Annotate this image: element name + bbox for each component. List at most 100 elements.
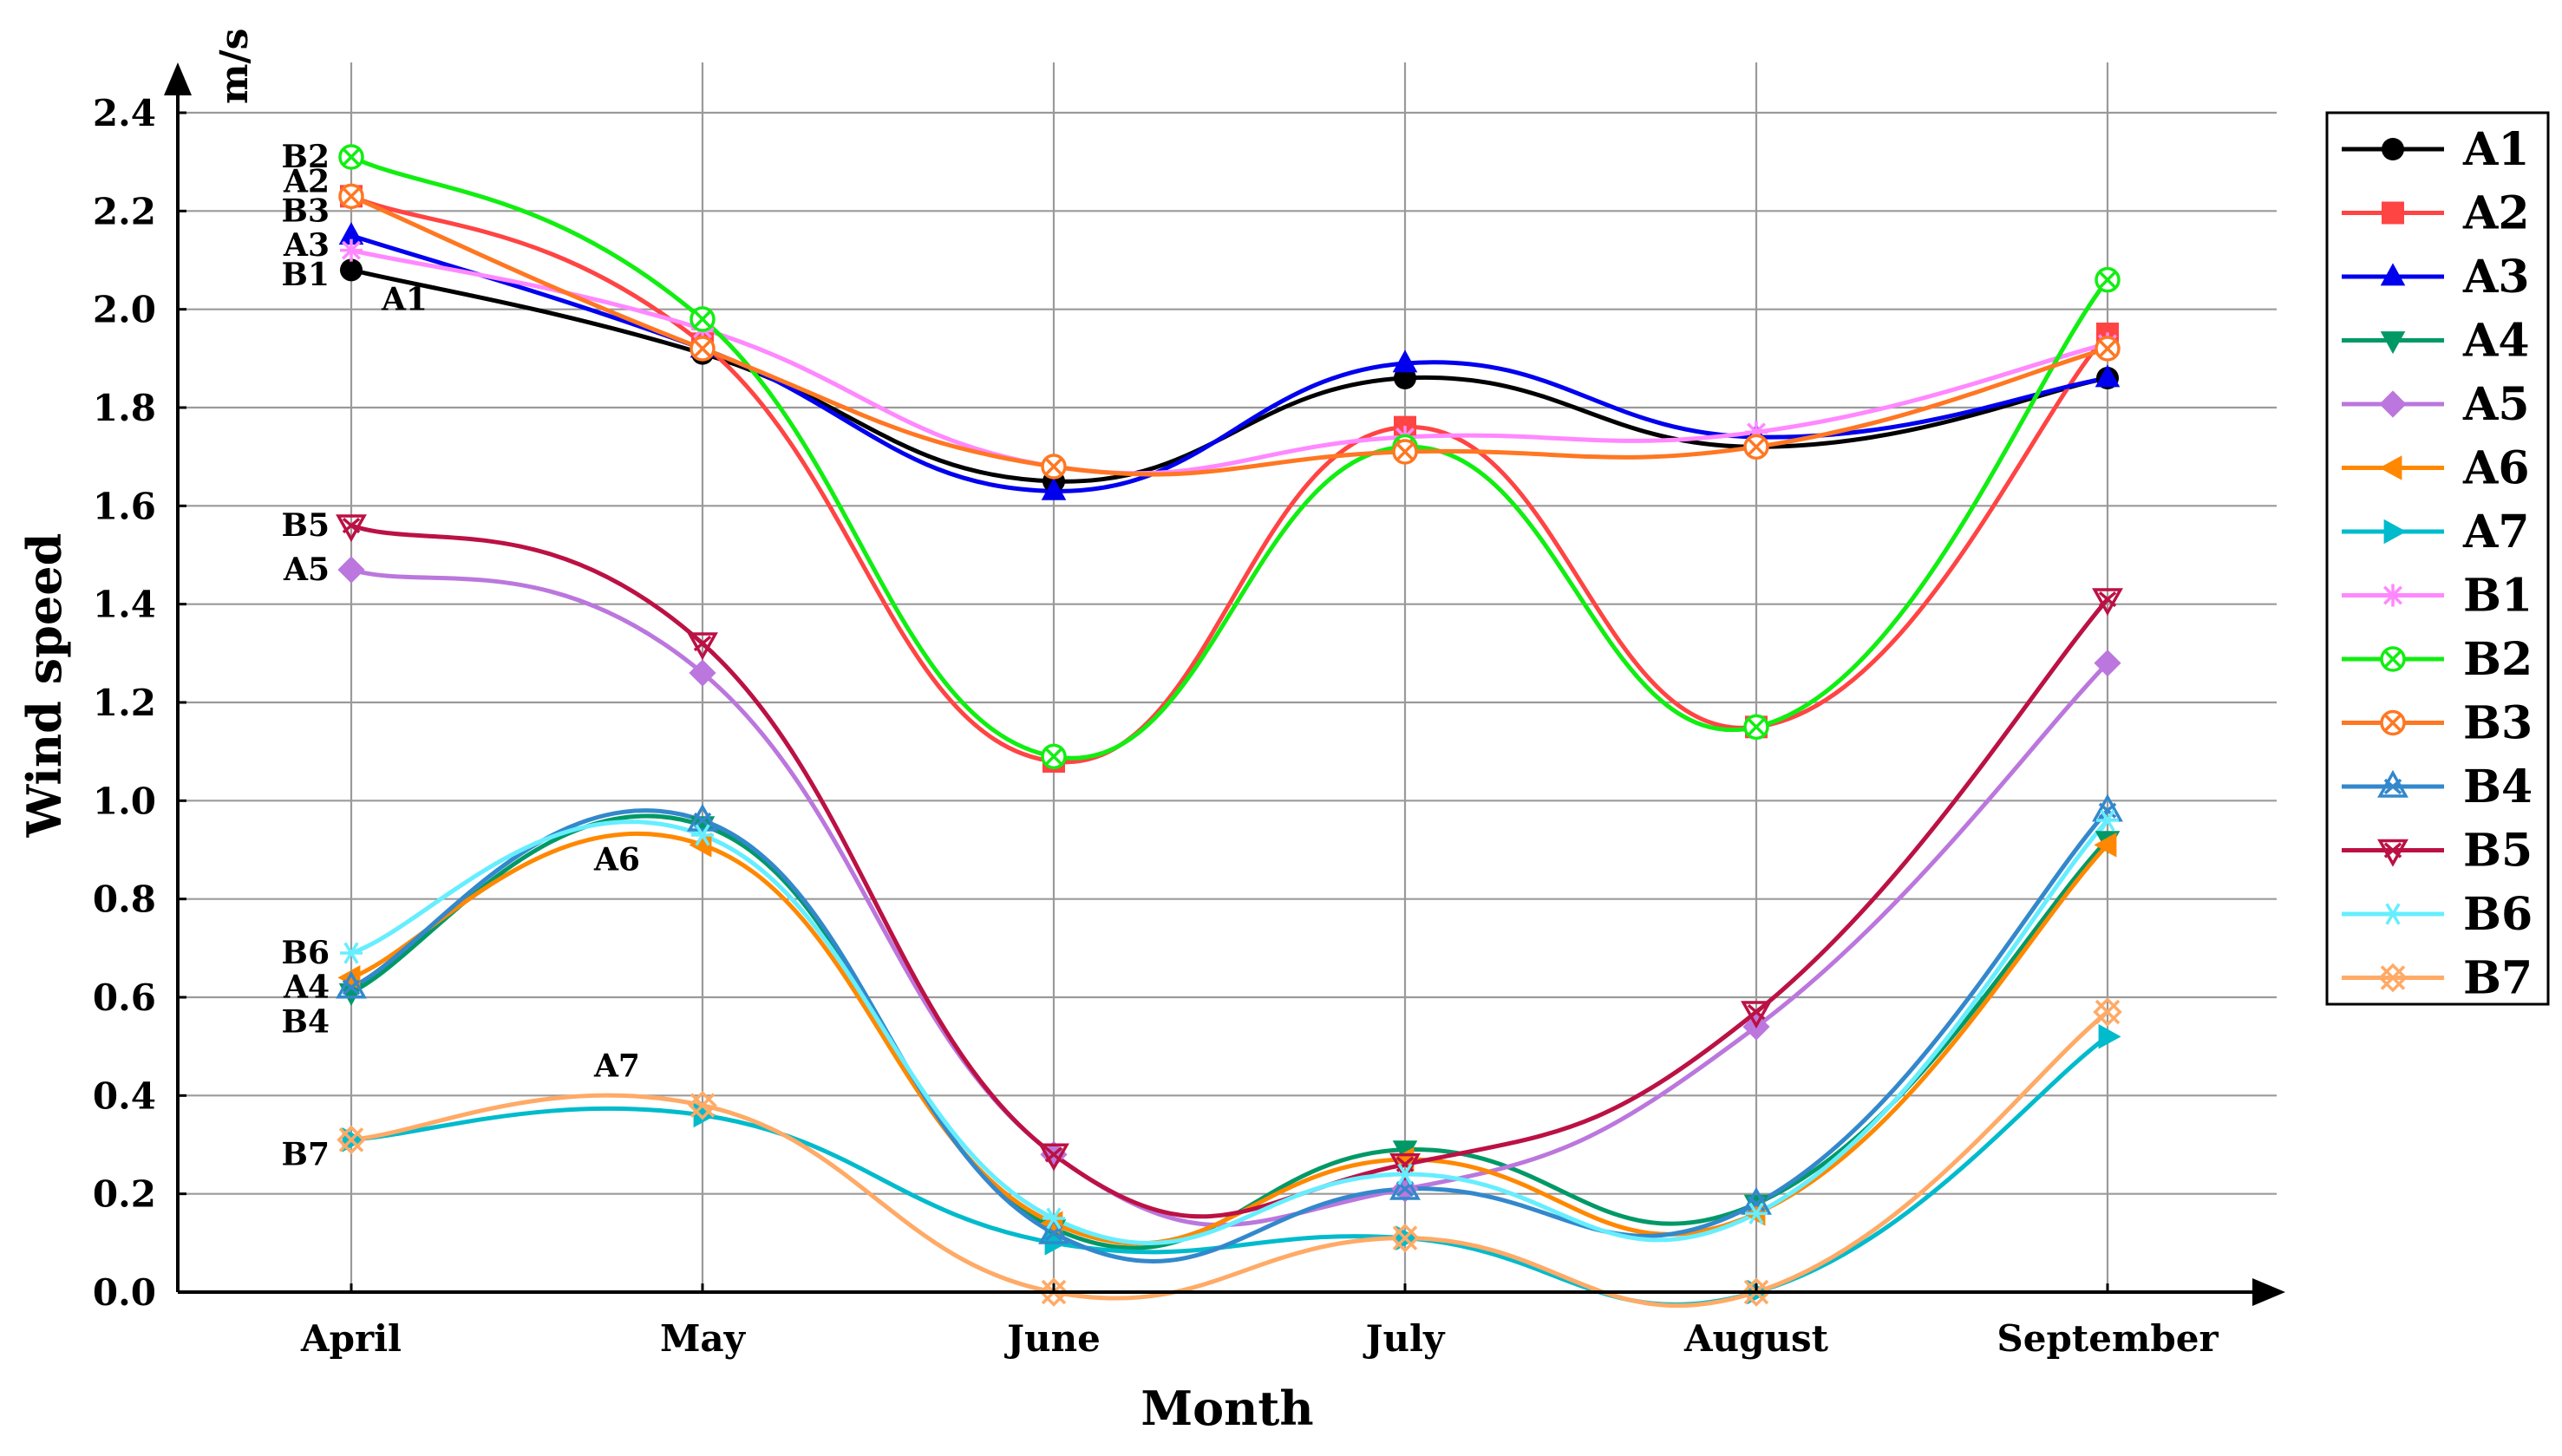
legend-item-b5: B5 xyxy=(2342,825,2533,878)
x-axis-title: Month xyxy=(1140,1381,1313,1436)
data-point-a3 xyxy=(1392,349,1418,373)
data-point-b3 xyxy=(2095,336,2121,362)
x-tick-label: July xyxy=(1363,1317,1446,1360)
legend-swatch-marker xyxy=(2380,709,2406,736)
series-annotation: B7 xyxy=(282,1136,330,1172)
data-point-b6 xyxy=(1042,1207,1065,1230)
series-annotation: A6 xyxy=(593,841,640,878)
data-point-b1 xyxy=(340,238,363,262)
legend-label: A1 xyxy=(2462,123,2530,176)
y-axis-title: Wind speed xyxy=(16,533,72,839)
series-line-a3 xyxy=(350,233,2108,493)
legend-box xyxy=(2325,111,2550,1006)
data-point-a5 xyxy=(2094,650,2121,677)
legend-label: B4 xyxy=(2463,761,2533,813)
legend-label: A4 xyxy=(2462,315,2530,368)
legend-swatch-marker xyxy=(2383,519,2407,545)
series-line-a4 xyxy=(350,813,2109,1250)
legend-item-a2: A2 xyxy=(2342,187,2530,240)
legend-item-b6: B6 xyxy=(2342,888,2533,941)
series-line-b1 xyxy=(350,248,2108,476)
legend-label: A3 xyxy=(2462,251,2530,304)
x-tick-label: August xyxy=(1683,1317,1829,1360)
data-point-b6 xyxy=(691,824,714,846)
data-point-a7 xyxy=(2098,1024,2121,1049)
y-tick-label: 0.6 xyxy=(93,976,156,1019)
y-tick-label: 2.2 xyxy=(93,190,156,232)
data-point-b7 xyxy=(2093,997,2122,1027)
y-tick-label: 1.2 xyxy=(93,682,156,724)
series-line-a7 xyxy=(350,1035,2109,1307)
series-line-b2 xyxy=(350,154,2109,761)
legend-label: B7 xyxy=(2463,952,2533,1005)
tick-labels: 0.0 0.2 0.4 0.6 0.8 1.0 1.2 1.4 1.6 1.8 2.0 2.2 2.4 A… xyxy=(93,92,2219,1360)
legend-item-b4: B4 xyxy=(2342,761,2533,813)
data-point-b7 xyxy=(337,1125,366,1155)
legend-swatch-marker xyxy=(2380,331,2406,355)
data-point-b3 xyxy=(338,183,364,210)
y-axis-arrow xyxy=(164,62,192,95)
legend-label: B2 xyxy=(2463,633,2533,686)
legend-item-b2: B2 xyxy=(2342,633,2533,686)
data-point-b3 xyxy=(1743,434,1769,460)
series-annotation: B5 xyxy=(282,507,330,544)
legend-label: B1 xyxy=(2463,570,2533,623)
legend-swatch-marker xyxy=(2379,390,2407,418)
data-point-b2 xyxy=(690,306,716,332)
y-tick-label: 0.0 xyxy=(93,1271,156,1314)
data-point-b6 xyxy=(1394,1163,1416,1185)
data-point-b2 xyxy=(338,144,364,170)
data-point-a4 xyxy=(338,983,364,1006)
legend-item-b7: B7 xyxy=(2342,952,2533,1005)
legend-item-a7: A7 xyxy=(2342,506,2530,558)
series-line-b6 xyxy=(350,819,2109,1245)
series-line-a1 xyxy=(350,267,2108,484)
series-line-b7 xyxy=(350,1010,2109,1308)
y-tick-label: 1.8 xyxy=(93,387,156,429)
data-point-b7 xyxy=(688,1090,717,1120)
legend-swatch-marker xyxy=(2377,839,2408,867)
data-point-b5 xyxy=(1741,1001,1772,1029)
x-tick-label: May xyxy=(660,1317,747,1360)
y-tick-label: 1.6 xyxy=(93,485,156,527)
x-tick-label: June xyxy=(1003,1317,1101,1360)
legend-item-a1: A1 xyxy=(2342,123,2530,176)
series-line-b3 xyxy=(350,194,2108,477)
data-point-a5 xyxy=(337,556,365,584)
legend-item-b3: B3 xyxy=(2342,697,2533,750)
series-annotation: A1 xyxy=(381,281,428,317)
series-line-a5 xyxy=(350,567,2109,1228)
y-tick-label: 1.4 xyxy=(93,584,156,626)
legend-label: B5 xyxy=(2463,825,2533,878)
legend: A1 A2 A3 A4 A5 A6 A7 B1 B2 B3 B4 B5 B6 B7 xyxy=(2325,111,2550,1006)
y-tick-label: 1.0 xyxy=(93,780,156,822)
legend-item-a3: A3 xyxy=(2342,251,2530,304)
data-point-a4 xyxy=(1392,1140,1418,1164)
data-point-b3 xyxy=(690,336,716,362)
x-axis-arrow xyxy=(2252,1278,2285,1306)
series-annotation: B6 xyxy=(282,935,330,971)
data-point-b6 xyxy=(2096,809,2119,832)
legend-label: A2 xyxy=(2462,187,2530,240)
y-tick-label: 0.8 xyxy=(93,878,156,921)
series-annotation: A2 xyxy=(283,163,330,199)
data-point-a4 xyxy=(690,816,716,839)
y-tick-label: 0.2 xyxy=(93,1173,156,1216)
y-tick-label: 0.4 xyxy=(93,1074,156,1117)
legend-item-a5: A5 xyxy=(2342,378,2530,431)
legend-swatch-marker xyxy=(2378,963,2408,993)
data-point-a1 xyxy=(340,258,363,282)
legend-swatch-marker xyxy=(2382,584,2404,607)
data-point-b4 xyxy=(336,970,367,999)
x-tick-label: April xyxy=(300,1317,402,1360)
data-point-b7 xyxy=(1390,1223,1420,1253)
data-point-b5 xyxy=(1038,1143,1069,1172)
legend-swatch-marker xyxy=(2382,138,2404,160)
axes xyxy=(164,62,2285,1306)
data-point-a5 xyxy=(689,659,716,687)
series-markers xyxy=(336,144,2123,1307)
series-lines xyxy=(350,154,2109,1308)
legend-label: A6 xyxy=(2462,442,2530,495)
data-point-b6 xyxy=(1745,1202,1768,1224)
legend-label: A7 xyxy=(2462,506,2530,558)
